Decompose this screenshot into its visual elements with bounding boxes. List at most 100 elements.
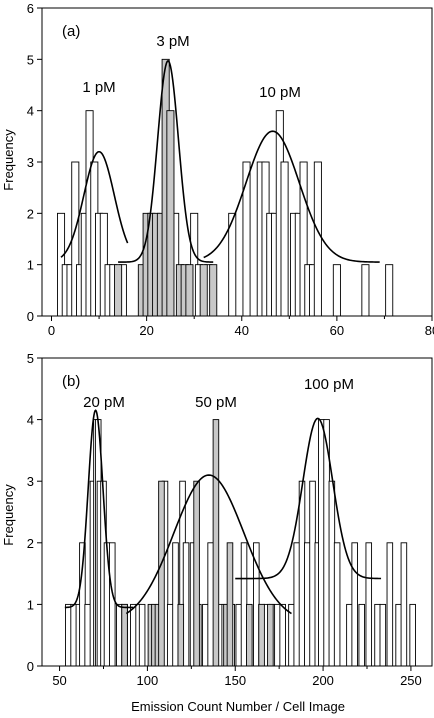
histogram-bar bbox=[318, 419, 325, 667]
gaussian-fit-curve bbox=[125, 474, 292, 615]
histogram-bar bbox=[328, 480, 336, 667]
histogram-bar bbox=[386, 542, 394, 667]
histogram-bar bbox=[258, 603, 265, 667]
histogram-bar bbox=[228, 212, 237, 317]
histogram-bar bbox=[395, 603, 402, 667]
histogram-bar bbox=[193, 480, 200, 667]
histogram-bar bbox=[293, 542, 300, 667]
y-tick-label: 1 bbox=[27, 597, 34, 612]
histogram-bar bbox=[309, 480, 316, 667]
x-tick-label: 20 bbox=[139, 323, 153, 338]
histogram-bar bbox=[374, 603, 381, 667]
histogram-bar bbox=[351, 542, 358, 667]
histogram-bar bbox=[209, 264, 218, 317]
gaussian-fit-curve bbox=[118, 59, 214, 263]
histogram-bar bbox=[333, 542, 341, 667]
x-tick-label: 80 bbox=[425, 323, 434, 338]
histogram-bar bbox=[158, 480, 165, 667]
panel-b-x-axis-label: Emission Count Number / Cell Image bbox=[131, 699, 345, 714]
histogram-bar bbox=[332, 264, 341, 317]
x-tick-label: 40 bbox=[235, 323, 249, 338]
histogram-bar bbox=[274, 603, 281, 667]
panel-b-ticks: 50 100 150 200 250 0 1 2 3 4 5 bbox=[27, 351, 422, 688]
histogram-bar bbox=[346, 603, 353, 667]
y-tick-label: 1 bbox=[27, 258, 34, 273]
panel-b-label: (b) bbox=[62, 373, 80, 390]
x-tick-label: 150 bbox=[224, 673, 246, 688]
histogram-bar bbox=[361, 264, 370, 317]
y-tick-label: 0 bbox=[27, 659, 34, 674]
y-tick-label: 5 bbox=[27, 52, 34, 67]
x-tick-label: 60 bbox=[330, 323, 344, 338]
histogram-bar bbox=[385, 264, 394, 317]
histogram-bar bbox=[235, 603, 243, 667]
histogram-bar bbox=[358, 603, 365, 667]
y-tick-label: 6 bbox=[27, 1, 34, 16]
y-tick-label: 4 bbox=[27, 104, 34, 119]
histogram-bar bbox=[280, 161, 289, 317]
y-tick-label: 0 bbox=[27, 309, 34, 324]
annotation-50pm: 50 pM bbox=[195, 394, 237, 411]
histogram-bar bbox=[240, 542, 248, 667]
panel-a-bars bbox=[57, 58, 394, 317]
histogram-bar bbox=[109, 542, 116, 667]
histogram-bar bbox=[298, 480, 306, 667]
annotation-1pm: 1 pM bbox=[82, 79, 115, 96]
histogram-bar bbox=[199, 264, 208, 317]
histogram-bar bbox=[65, 603, 72, 667]
histogram-bar bbox=[182, 542, 190, 667]
histogram-bar bbox=[202, 603, 209, 667]
y-tick-label: 2 bbox=[27, 536, 34, 551]
histogram-bar bbox=[177, 603, 185, 667]
histogram-bar bbox=[84, 603, 91, 667]
histogram-bar bbox=[207, 542, 214, 667]
histogram-bar bbox=[166, 110, 175, 317]
histogram-bar bbox=[246, 603, 253, 667]
panel-a-ticks: 0 20 40 60 80 0 1 2 3 4 5 6 bbox=[27, 1, 434, 338]
y-tick-label: 5 bbox=[27, 351, 34, 366]
histogram-bar bbox=[212, 419, 220, 667]
x-tick-label: 50 bbox=[52, 673, 66, 688]
y-tick-label: 2 bbox=[27, 206, 34, 221]
panel-b-bars bbox=[65, 419, 416, 667]
annotation-20pm: 20 pM bbox=[83, 394, 125, 411]
histogram-bar bbox=[379, 603, 387, 667]
y-tick-label: 3 bbox=[27, 474, 34, 489]
histogram-bar bbox=[242, 161, 251, 317]
x-tick-label: 200 bbox=[312, 673, 334, 688]
histogram-bar bbox=[226, 542, 234, 667]
panel-a-y-axis-label: Frequency bbox=[1, 129, 16, 191]
x-tick-label: 0 bbox=[48, 323, 55, 338]
histogram-bar bbox=[279, 603, 286, 667]
y-tick-label: 4 bbox=[27, 413, 34, 428]
panel-a: 0 20 40 60 80 0 1 2 3 4 5 6 (a) 1 pM 3 pM 10 pM Fre… bbox=[1, 1, 434, 338]
histogram-bar bbox=[103, 542, 111, 667]
panel-a-label: (a) bbox=[62, 23, 80, 40]
panel-a-curves bbox=[60, 59, 380, 263]
histogram-bar bbox=[172, 542, 179, 667]
histogram-bar bbox=[138, 603, 146, 667]
gaussian-fit-curve bbox=[203, 130, 380, 263]
gaussian-fit-curve bbox=[64, 409, 134, 609]
y-tick-label: 3 bbox=[27, 155, 34, 170]
histogram-bar bbox=[365, 542, 373, 667]
histogram-bar bbox=[116, 603, 123, 667]
histogram-bar bbox=[267, 603, 274, 667]
annotation-3pm: 3 pM bbox=[156, 33, 189, 50]
histogram-bar bbox=[70, 603, 77, 667]
histogram-bar bbox=[313, 161, 322, 317]
gaussian-fit-curve bbox=[60, 150, 129, 258]
histogram-bar bbox=[166, 603, 174, 667]
histogram-bar bbox=[130, 603, 137, 667]
panel-b-axes-frame bbox=[41, 357, 433, 667]
histogram-bar bbox=[409, 603, 416, 667]
x-tick-label: 250 bbox=[400, 673, 422, 688]
histogram-bar bbox=[114, 264, 123, 317]
panel-b-curves bbox=[64, 409, 382, 615]
histogram-bar bbox=[185, 264, 194, 317]
x-tick-label: 100 bbox=[137, 673, 159, 688]
histogram-bar bbox=[253, 542, 260, 667]
histogram-bar bbox=[288, 603, 295, 667]
panel-b: 50 100 150 200 250 0 1 2 3 4 5 (b) 20 pM 50 pM 100… bbox=[1, 351, 433, 714]
